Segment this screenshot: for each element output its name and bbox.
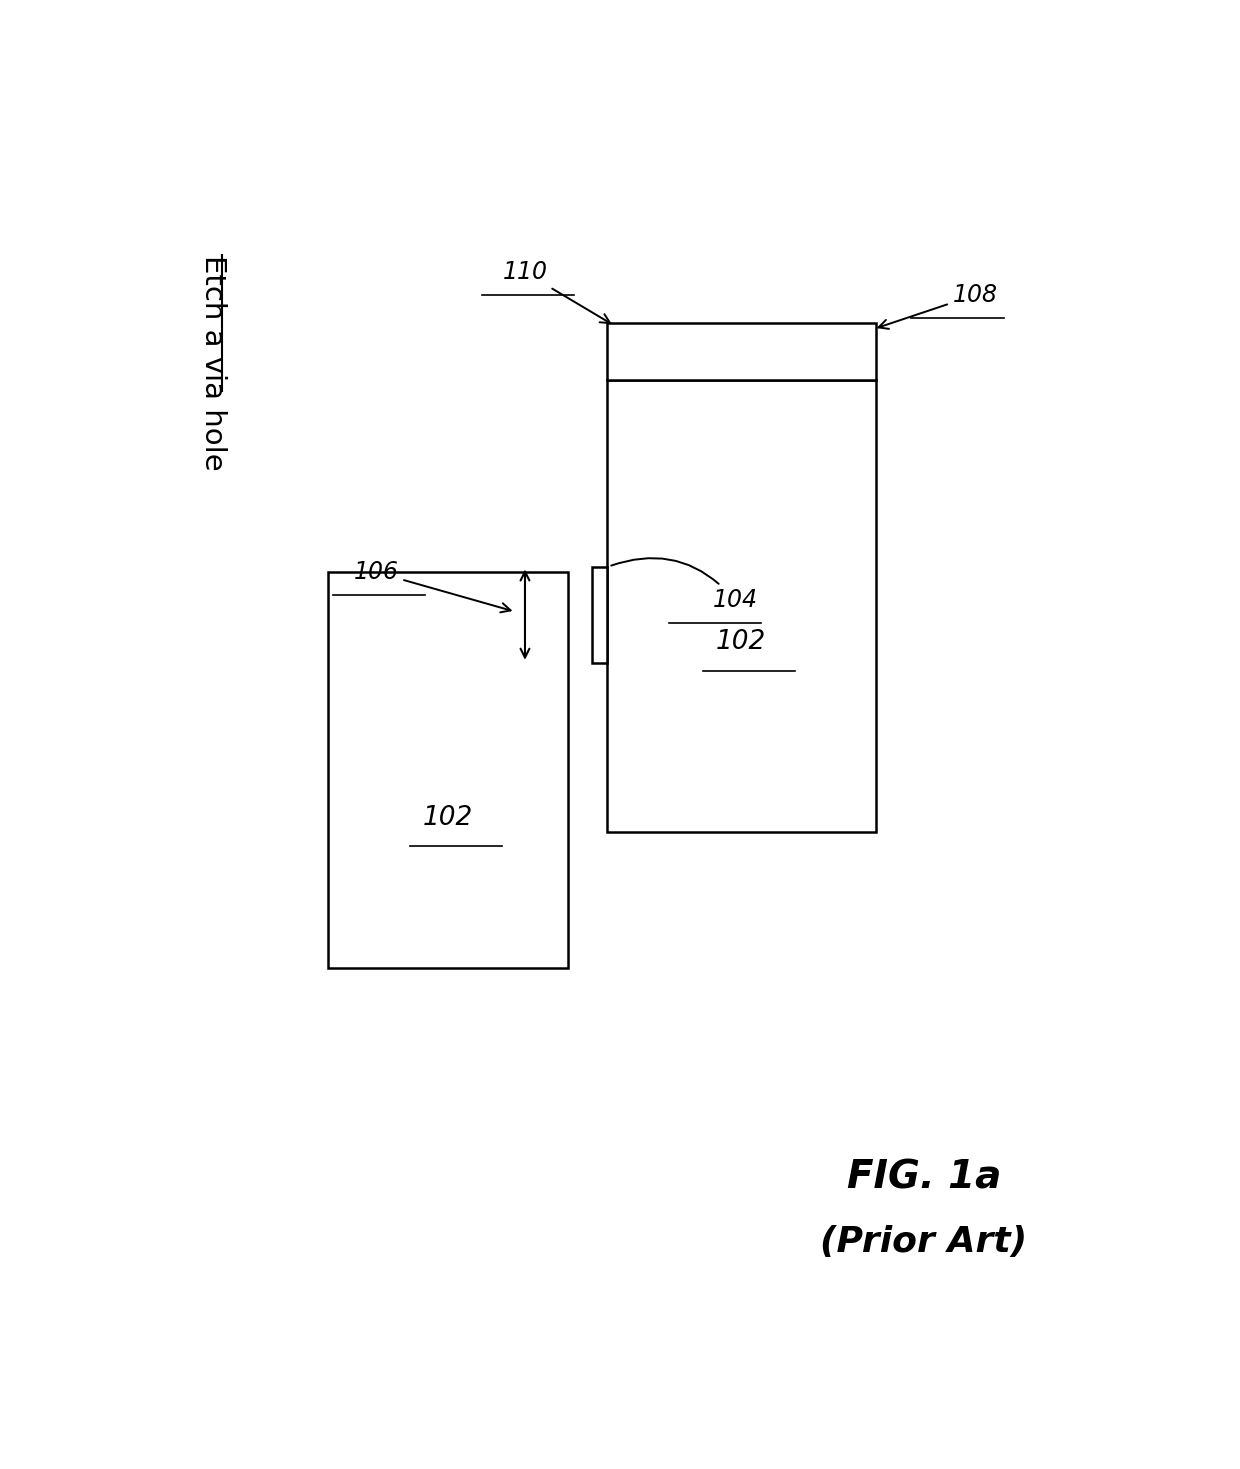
Text: 108: 108	[878, 284, 998, 329]
Text: (Prior Art): (Prior Art)	[820, 1225, 1028, 1259]
Bar	[606, 323, 875, 380]
Bar	[593, 567, 606, 663]
Text: 104: 104	[611, 558, 758, 613]
Text: 110: 110	[502, 260, 610, 323]
Text: 102: 102	[423, 805, 474, 830]
Text: Etch a via hole: Etch a via hole	[198, 256, 227, 472]
Bar	[327, 573, 568, 968]
Bar	[606, 380, 875, 833]
Text: 106: 106	[353, 560, 511, 613]
Text: 102: 102	[715, 629, 766, 655]
Text: FIG. 1a: FIG. 1a	[847, 1159, 1001, 1196]
